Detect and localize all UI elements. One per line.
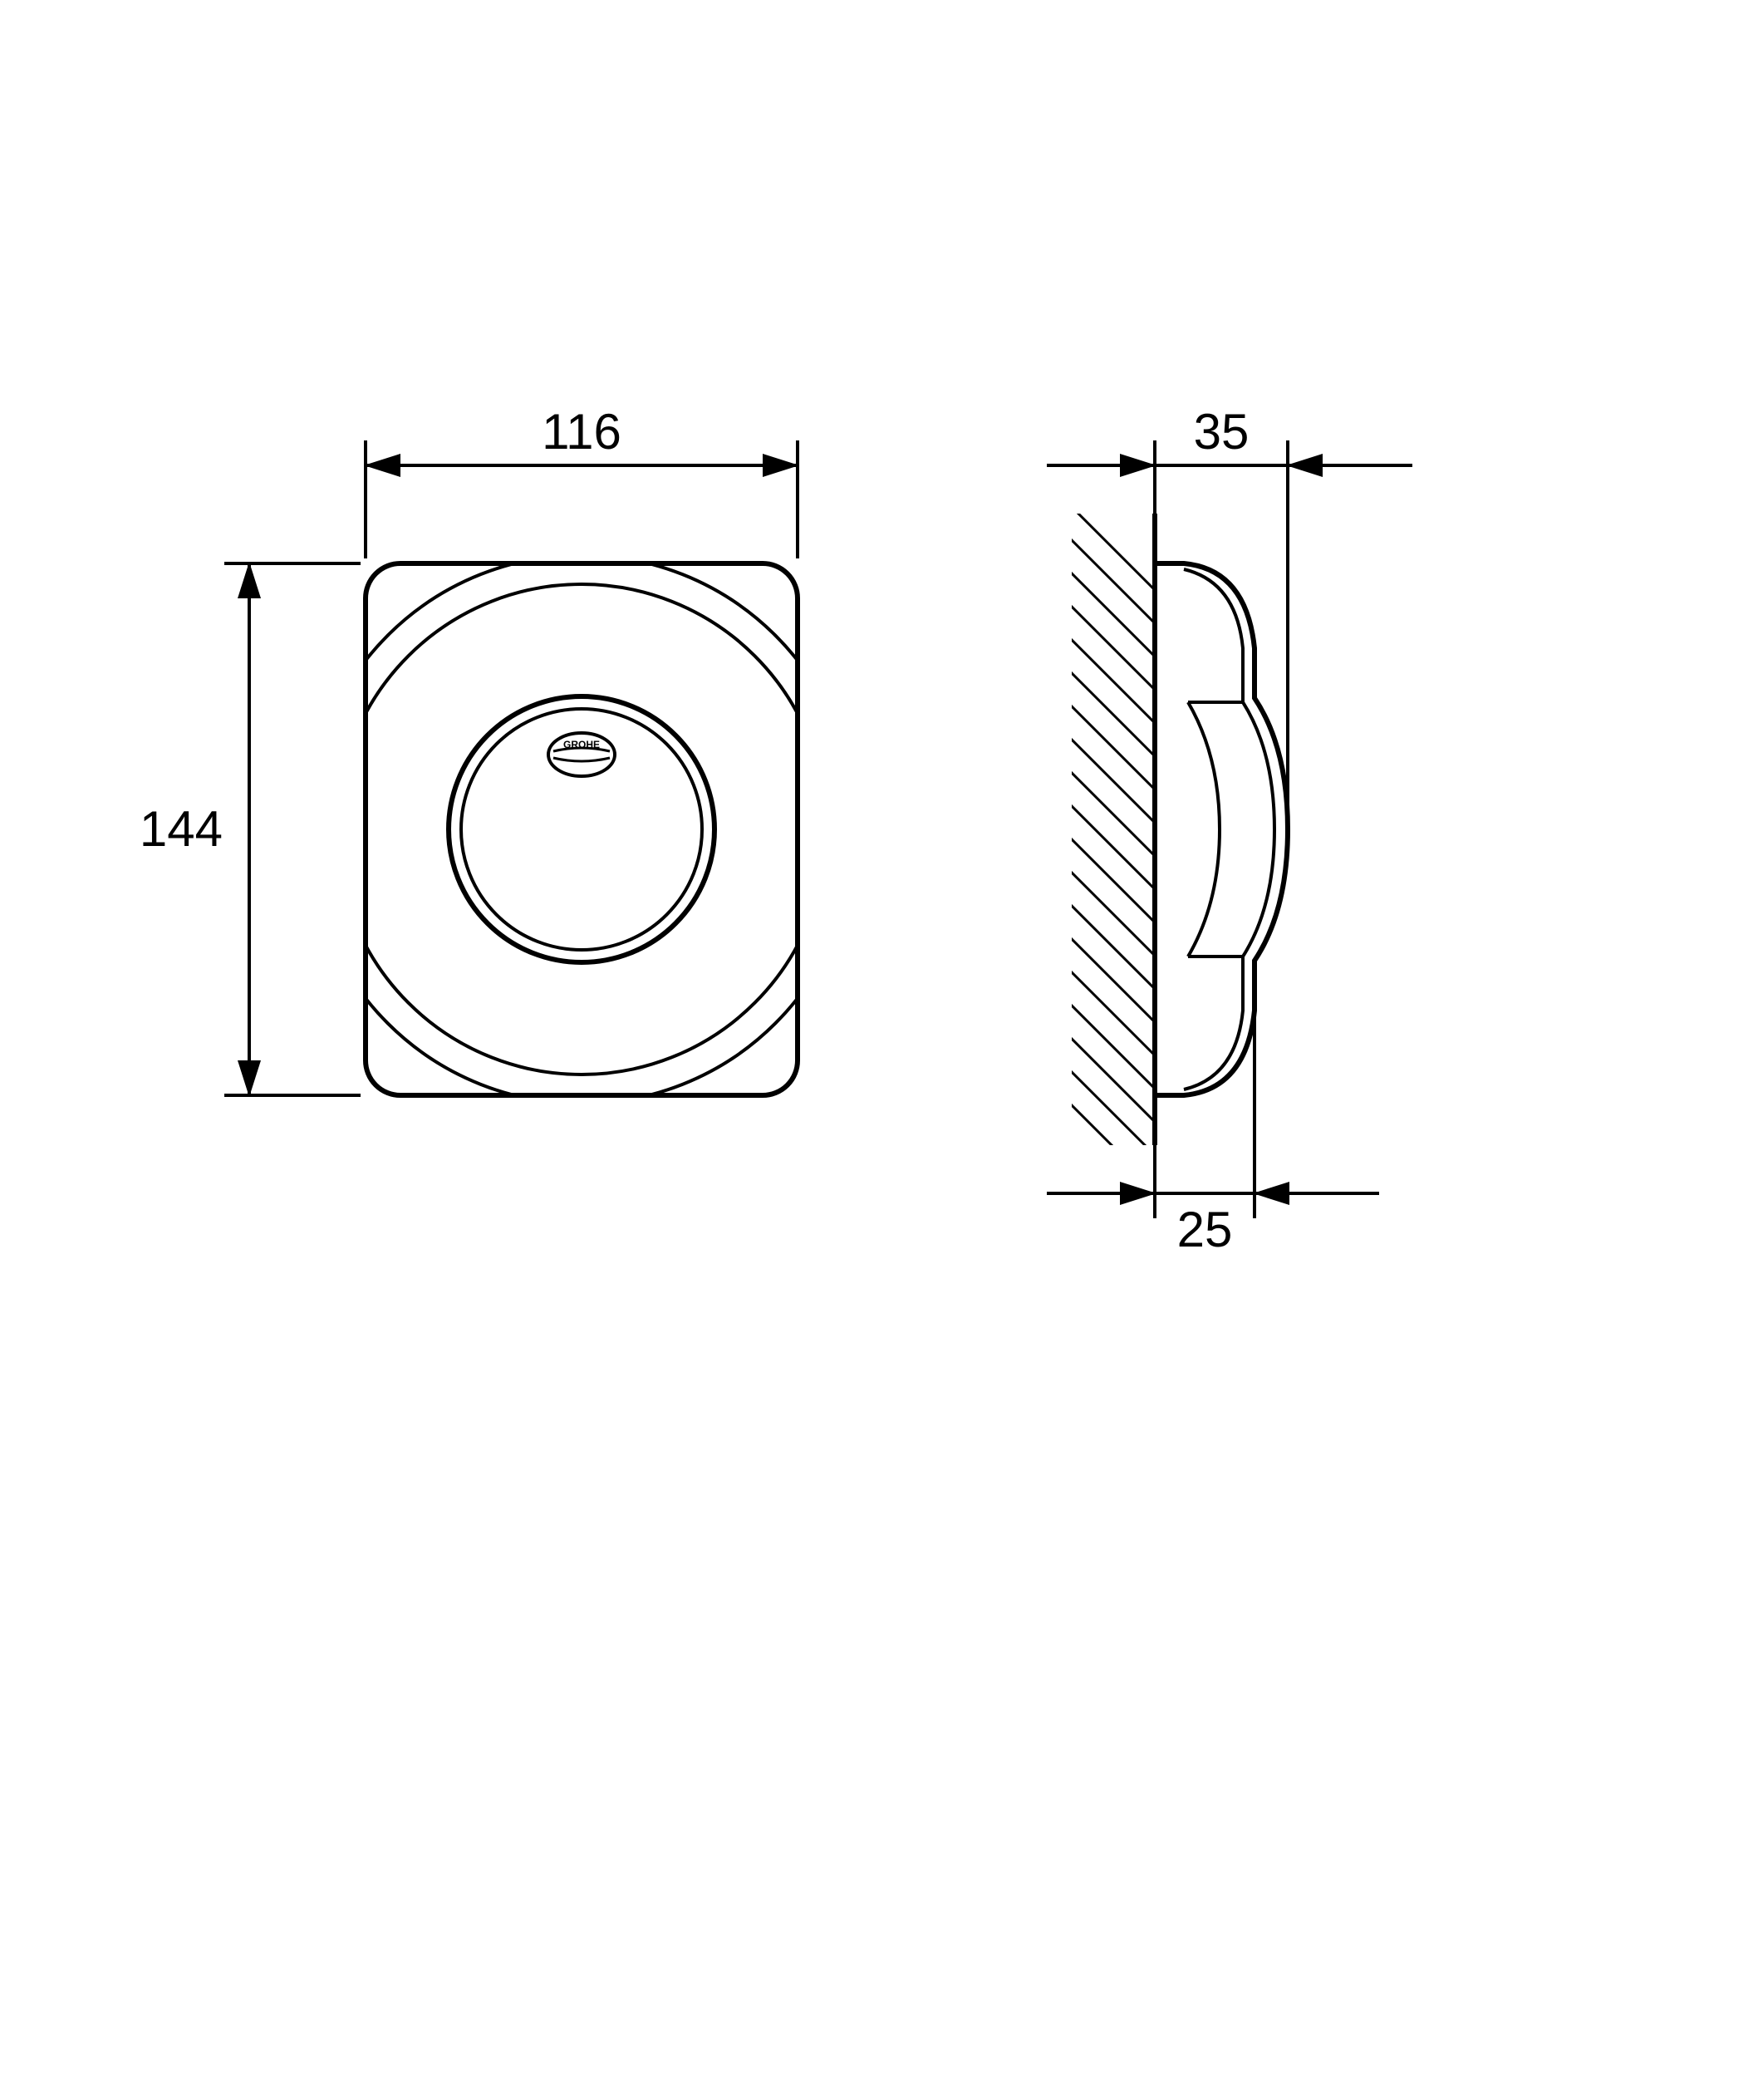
side-profile-inner — [1184, 569, 1274, 1089]
grohe-logo: GROHE — [548, 733, 615, 776]
dim-height: 144 — [140, 563, 361, 1095]
front-button-outer — [449, 696, 714, 962]
wall-hatching — [1038, 474, 1171, 1205]
dimension-drawing: GROHE 116 144 — [0, 0, 1748, 2100]
front-view-dimensions: 116 144 — [140, 404, 798, 1095]
side-view — [1038, 474, 1288, 1205]
front-plate — [366, 563, 798, 1095]
dim-width-label: 116 — [542, 404, 621, 460]
logo-text: GROHE — [563, 739, 600, 750]
dim-depth-base: 25 — [1047, 1016, 1379, 1257]
dim-width: 116 — [366, 404, 798, 558]
dim-depth-total-label: 35 — [1194, 404, 1250, 460]
dim-depth-total: 35 — [1047, 404, 1412, 824]
side-view-dimensions: 35 25 — [1047, 404, 1412, 1257]
dim-depth-base-label: 25 — [1177, 1202, 1233, 1257]
front-view: GROHE — [307, 555, 856, 1104]
dim-height-label: 144 — [140, 801, 223, 857]
front-outer-arcs — [307, 555, 856, 1104]
